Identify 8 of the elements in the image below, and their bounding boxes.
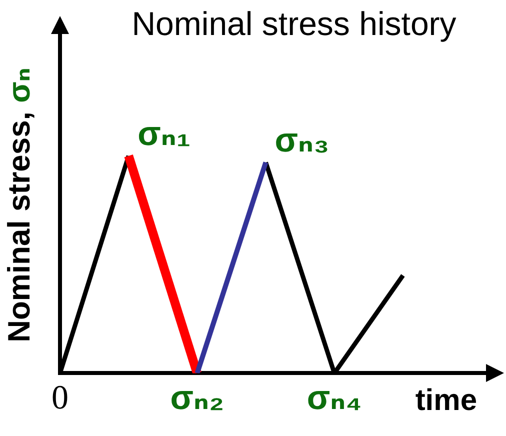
chart-title: Nominal stress history [132,5,457,42]
x-tick-label: 0 [52,380,68,417]
y-axis-title: Nominal stress, σₙ [2,68,37,342]
x-tick-label: σₙ₄ [306,378,362,417]
x-tick-label: σₙ₂ [170,378,224,417]
x-axis-title: time [415,384,477,418]
text: σₙ₁ [138,114,190,153]
annotation: σₙ₃ [274,121,330,160]
